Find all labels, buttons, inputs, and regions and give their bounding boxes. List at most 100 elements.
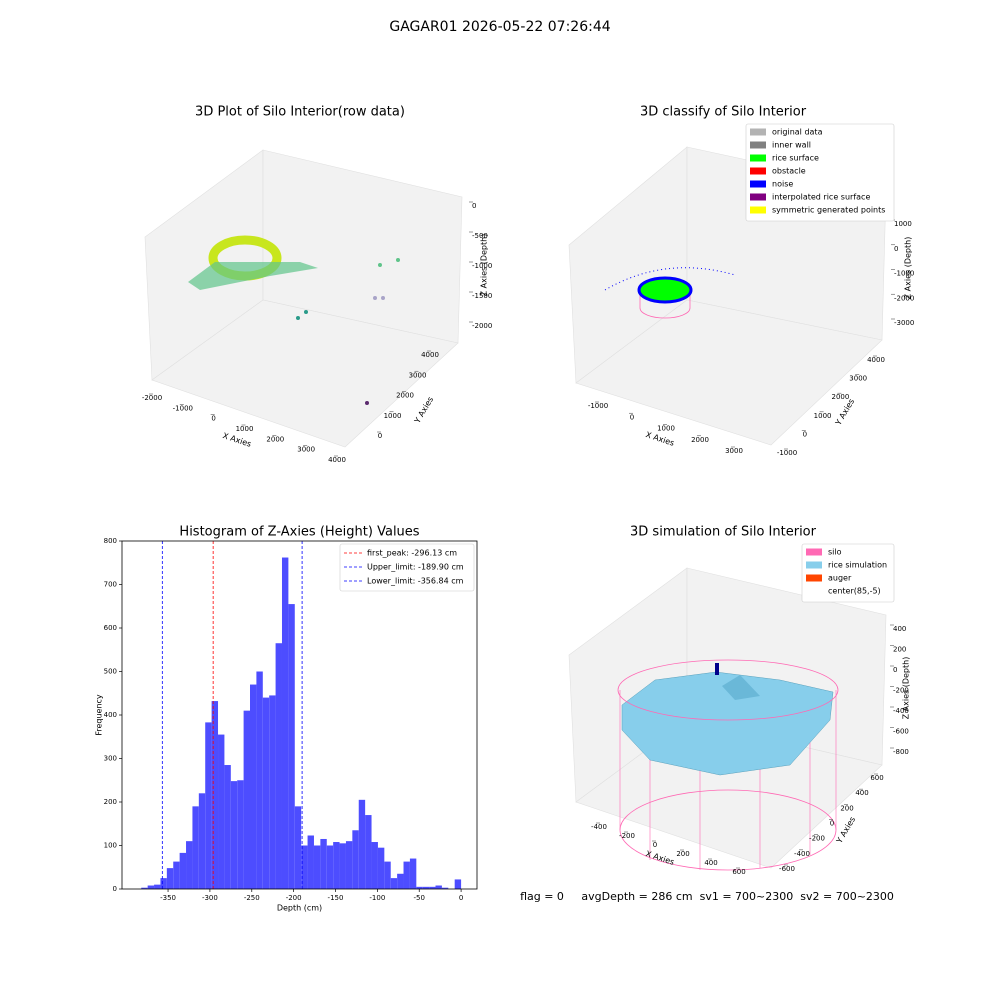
- x-tick-label: 0: [211, 415, 215, 423]
- z-tick-label: -2000: [894, 294, 914, 302]
- histogram-bar: [166, 868, 174, 889]
- z-tick-label: -1500: [472, 292, 492, 300]
- panes-4: [568, 567, 887, 871]
- histogram-bar: [160, 878, 167, 889]
- legend-swatch: [750, 154, 766, 162]
- z-tick-label: -500: [472, 232, 488, 240]
- legend-box: [339, 543, 475, 592]
- auger: [715, 663, 719, 675]
- silo: [619, 690, 837, 870]
- legend-swatch: [806, 548, 822, 556]
- point: [381, 296, 385, 300]
- y-tick-label: -600: [779, 865, 795, 873]
- legend-label: Upper_limit: -189.90 cm: [367, 563, 464, 572]
- chart-title: 3D simulation of Silo Interior: [630, 525, 817, 540]
- x-tick-label: 3000: [297, 446, 315, 454]
- y-axis-label: Y Axies: [412, 395, 435, 425]
- z-tick-label: 200: [893, 646, 906, 654]
- x-tick-label: -400: [591, 823, 607, 831]
- histogram-bar: [422, 886, 430, 889]
- y-tick-label: -200: [809, 835, 825, 843]
- y-axis-label: Frequency: [95, 694, 104, 736]
- histogram-bar: [326, 845, 334, 889]
- legend-label: original data: [772, 128, 823, 137]
- legend-label: symmetric generated points: [772, 206, 885, 215]
- histogram-bar: [275, 643, 282, 889]
- x-axis-label: X Axies: [645, 849, 676, 867]
- silo: [617, 659, 839, 721]
- histogram-bar: [256, 671, 263, 889]
- histogram-bar: [320, 838, 327, 889]
- x-tick-label: -300: [202, 894, 218, 902]
- histogram-bar: [454, 879, 462, 889]
- z-tick-label: -1000: [894, 270, 914, 278]
- y-tick-label: 0: [830, 820, 834, 828]
- legend-label: rice simulation: [828, 561, 887, 570]
- histogram-bar: [192, 806, 199, 889]
- legend-swatch: [750, 206, 766, 214]
- legend-swatch: [750, 193, 766, 201]
- y-tick-label: 100: [104, 842, 117, 850]
- histogram-bar: [339, 843, 346, 889]
- x-tick-label: -350: [160, 894, 176, 902]
- legend-label: auger: [828, 574, 852, 583]
- histogram-bar: [230, 781, 238, 889]
- y-tick-label: 700: [104, 581, 117, 589]
- x-tick-label: 200: [676, 850, 689, 858]
- legend-swatch: [750, 128, 766, 136]
- x-tick-label: 400: [704, 859, 717, 867]
- histogram-bar: [384, 861, 391, 889]
- legend-swatch: [806, 587, 822, 595]
- histogram-bar: [416, 886, 423, 889]
- y-tick-label: -400: [794, 850, 810, 858]
- y-tick-label: 600: [104, 624, 117, 632]
- point: [304, 310, 308, 314]
- legend-swatch: [806, 574, 822, 582]
- histogram-bar: [205, 722, 212, 889]
- x-tick-label: -250: [244, 894, 260, 902]
- x-axis-label: Depth (cm): [277, 904, 322, 913]
- x-tick-label: -1000: [588, 402, 608, 410]
- histogram-bar: [307, 835, 314, 889]
- legend-swatch: [750, 141, 766, 149]
- legend-swatch: [806, 561, 822, 569]
- x-tick-label: -50: [414, 894, 425, 902]
- histogram-bar: [147, 885, 155, 889]
- x-tick-label: -200: [619, 832, 635, 840]
- histogram-bar: [435, 885, 442, 889]
- x-tick-label: 3000: [725, 447, 743, 455]
- rice-simulation: [621, 671, 834, 776]
- histogram-bar: [250, 684, 257, 889]
- z-tick-label: 0: [894, 245, 898, 253]
- z-tick-label: -2000: [472, 322, 492, 330]
- histogram-bar: [186, 841, 193, 889]
- point: [378, 263, 382, 267]
- z-tick-label: 0: [893, 666, 897, 674]
- histogram-bar: [173, 861, 180, 889]
- histogram-bar: [211, 701, 219, 889]
- histogram-bar: [154, 884, 161, 889]
- y-tick-label: 600: [870, 774, 883, 782]
- status-footer: flag = 0 avgDepth = 286 cm sv1 = 700~230…: [520, 890, 894, 903]
- z-axis-label: Z Axies (Depth): [904, 237, 913, 300]
- x-tick-label: 2000: [691, 436, 709, 444]
- y-tick-label: 0: [378, 432, 382, 440]
- x-tick-label: 0: [653, 841, 657, 849]
- legend-label: center(85,-5): [828, 587, 881, 596]
- histogram-bar: [345, 841, 353, 889]
- histogram-bar: [429, 886, 436, 889]
- z-tick-label: -400: [893, 707, 909, 715]
- histogram-bar: [224, 765, 231, 889]
- z-tick-label: -1000: [472, 262, 492, 270]
- y-tick-label: 2000: [831, 393, 849, 401]
- histogram-bar: [301, 845, 308, 889]
- legend-label: first_peak: -296.13 cm: [367, 549, 457, 558]
- z-tick-label: 0: [472, 202, 476, 210]
- legend-box: [801, 543, 895, 603]
- z-tick-label: -800: [893, 748, 909, 756]
- legend-label: rice surface: [772, 154, 819, 163]
- pane: [151, 299, 459, 448]
- inner-wall: [639, 290, 691, 319]
- histogram-bar: [218, 734, 225, 889]
